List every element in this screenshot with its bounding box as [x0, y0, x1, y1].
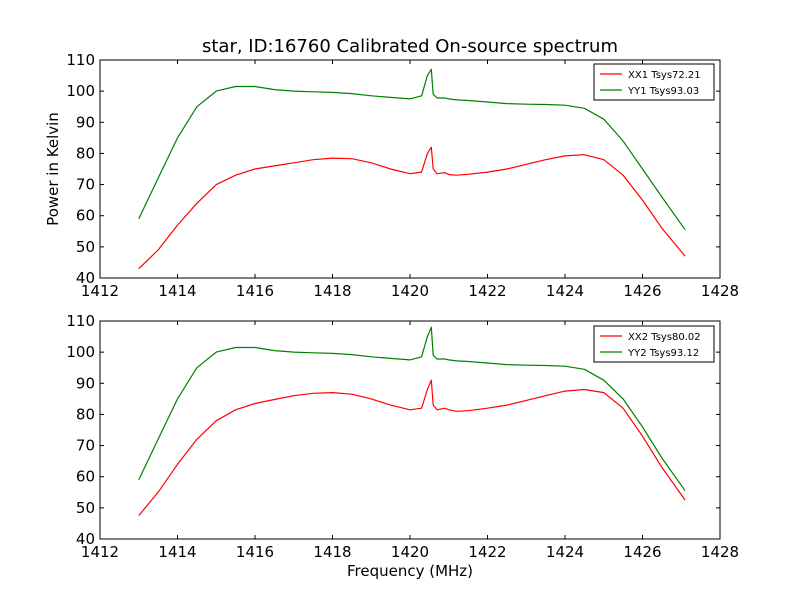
x-axis-label: Frequency (MHz) [347, 562, 473, 580]
y-tick-label: 40 [76, 530, 95, 548]
x-tick-label: 1424 [546, 543, 584, 561]
series-line-2 [138, 326, 686, 492]
legend: XX2 Tsys80.02 YY2 Tsys93.12 [593, 325, 715, 363]
x-tick-label: 1416 [236, 282, 274, 300]
y-tick-label: 80 [76, 405, 95, 423]
subplots: 1412 1414 1416 1418 1420 1422 1424 1426 1428 40 50… [44, 51, 739, 580]
y-tick-label: 80 [76, 144, 95, 162]
y-axis-label: Power in Kelvin [44, 112, 62, 226]
x-tick-label: 1424 [546, 282, 584, 300]
y-tick-label: 70 [76, 437, 95, 455]
legend-entry: YY1 Tsys93.03 [627, 86, 699, 97]
y-tick-label: 90 [76, 374, 95, 392]
x-tick-label: 1422 [468, 543, 506, 561]
legend: XX1 Tsys72.21 YY1 Tsys93.03 [593, 63, 715, 101]
y-tick-label: 100 [66, 343, 95, 361]
x-tick-label: 1426 [623, 543, 661, 561]
y-tick-label: 60 [76, 207, 95, 225]
y-tick-label: 40 [76, 269, 95, 287]
y-tick-label: 70 [76, 176, 95, 194]
legend-entry: XX2 Tsys80.02 [628, 332, 701, 343]
series-line-1 [138, 146, 686, 270]
x-tick-label: 1418 [313, 543, 351, 561]
x-tick-label: 1414 [158, 543, 196, 561]
x-tick-label: 1420 [391, 282, 429, 300]
y-tick-label: 110 [66, 51, 95, 69]
series-line-2 [138, 68, 686, 231]
series-line-1 [138, 379, 686, 516]
y-tick-label: 60 [76, 468, 95, 486]
x-tick-label: 1418 [313, 282, 351, 300]
x-tick-label: 1412 [81, 282, 119, 300]
legend-box [593, 63, 715, 101]
x-tick-label: 1416 [236, 543, 274, 561]
legend-entry: YY2 Tsys93.12 [627, 348, 699, 359]
x-tick-label: 1412 [81, 543, 119, 561]
x-tick-label: 1422 [468, 282, 506, 300]
x-tick-label: 1426 [623, 282, 661, 300]
subplot-1: 1412 1414 1416 1418 1420 1422 1424 1426 1428 40 50… [44, 51, 739, 300]
legend-box [593, 325, 715, 363]
y-tick-label: 110 [66, 312, 95, 330]
y-tick-label: 90 [76, 113, 95, 131]
figure-title: star, ID:16760 Calibrated On-source spec… [202, 36, 618, 57]
x-tick-label: 1428 [701, 282, 739, 300]
y-tick-label: 50 [76, 238, 95, 256]
y-tick-label: 50 [76, 499, 95, 517]
x-tick-label: 1428 [701, 543, 739, 561]
y-tick-label: 100 [66, 82, 95, 100]
subplot-2: 1412 1414 1416 1418 1420 1422 1424 1426 1428 40 50… [66, 312, 739, 580]
legend-entry: XX1 Tsys72.21 [628, 70, 701, 81]
x-tick-label: 1414 [158, 282, 196, 300]
x-tick-label: 1420 [391, 543, 429, 561]
